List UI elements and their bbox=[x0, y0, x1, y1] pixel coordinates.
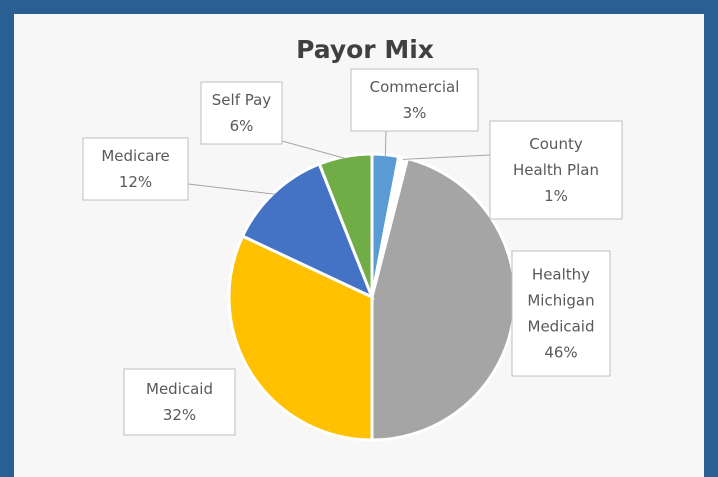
leader-line-medicare bbox=[187, 183, 276, 195]
callout-box-commercial bbox=[350, 68, 479, 132]
leader-line-county-health-plan bbox=[402, 154, 491, 160]
data-label-name-healthy-michigan-medicaid: Medicaid bbox=[528, 318, 595, 336]
data-label-value-healthy-michigan-medicaid: 46% bbox=[544, 344, 577, 362]
pie-slice-medicaid bbox=[227, 234, 374, 442]
callout-box-healthy-michigan-medicaid bbox=[511, 250, 611, 377]
data-label-name-medicaid: Medicaid bbox=[146, 380, 213, 398]
data-label-value-commercial: 3% bbox=[403, 104, 427, 122]
callout-box-self-pay bbox=[200, 81, 283, 145]
data-label-name-county-health-plan: County bbox=[529, 135, 583, 153]
chart-title: Payor Mix bbox=[296, 35, 434, 64]
data-label-name-self-pay: Self Pay bbox=[212, 91, 272, 109]
callout-box-county-health-plan bbox=[489, 120, 623, 220]
callout-box-medicaid bbox=[123, 368, 236, 436]
pie-chart: Payor Mix Commercial 3% County Health Plan 1… bbox=[82, 35, 623, 442]
data-callouts: Commercial 3% County Health Plan 1% Healthy Mi… bbox=[82, 68, 623, 436]
data-label-value-county-health-plan: 1% bbox=[544, 187, 568, 205]
pie-slice-medicare bbox=[240, 162, 375, 300]
leader-line-commercial bbox=[384, 130, 387, 157]
callout-box-medicare bbox=[82, 137, 189, 201]
pie-slices bbox=[227, 152, 517, 442]
data-label-name-county-health-plan: Health Plan bbox=[513, 161, 599, 179]
data-label-value-medicare: 12% bbox=[119, 173, 152, 191]
leader-line-self-pay bbox=[281, 140, 346, 159]
data-label-name-healthy-michigan-medicaid: Healthy bbox=[532, 266, 590, 284]
data-label-value-medicaid: 32% bbox=[163, 406, 196, 424]
data-label-name-healthy-michigan-medicaid: Michigan bbox=[527, 292, 594, 310]
data-label-value-self-pay: 6% bbox=[230, 117, 254, 135]
data-label-name-medicare: Medicare bbox=[101, 147, 169, 165]
pie-slice-self-pay bbox=[317, 152, 374, 298]
chart-area: Payor Mix Commercial 3% County Health Plan 1… bbox=[14, 14, 704, 477]
data-label-name-commercial: Commercial bbox=[370, 78, 460, 96]
